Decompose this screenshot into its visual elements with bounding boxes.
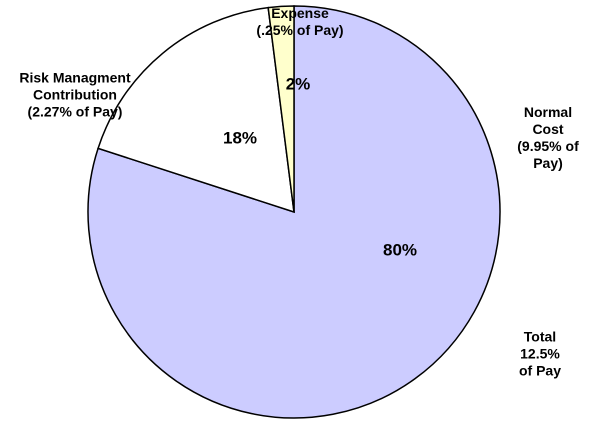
annotation: Total 12.5% of Pay: [518, 328, 561, 379]
value-label: 80%: [382, 240, 418, 260]
pie-slice: [267, 5, 295, 213]
slice-label: Expense (.25% of Pay): [256, 5, 344, 38]
slice-label: Normal Cost (9.95% of Pay): [517, 104, 579, 171]
value-label: 2%: [285, 74, 311, 94]
value-label: 18%: [222, 128, 258, 148]
slice-label: Risk Managment Contribution (2.27% of Pa…: [19, 69, 131, 120]
pie-slice: [97, 6, 295, 214]
